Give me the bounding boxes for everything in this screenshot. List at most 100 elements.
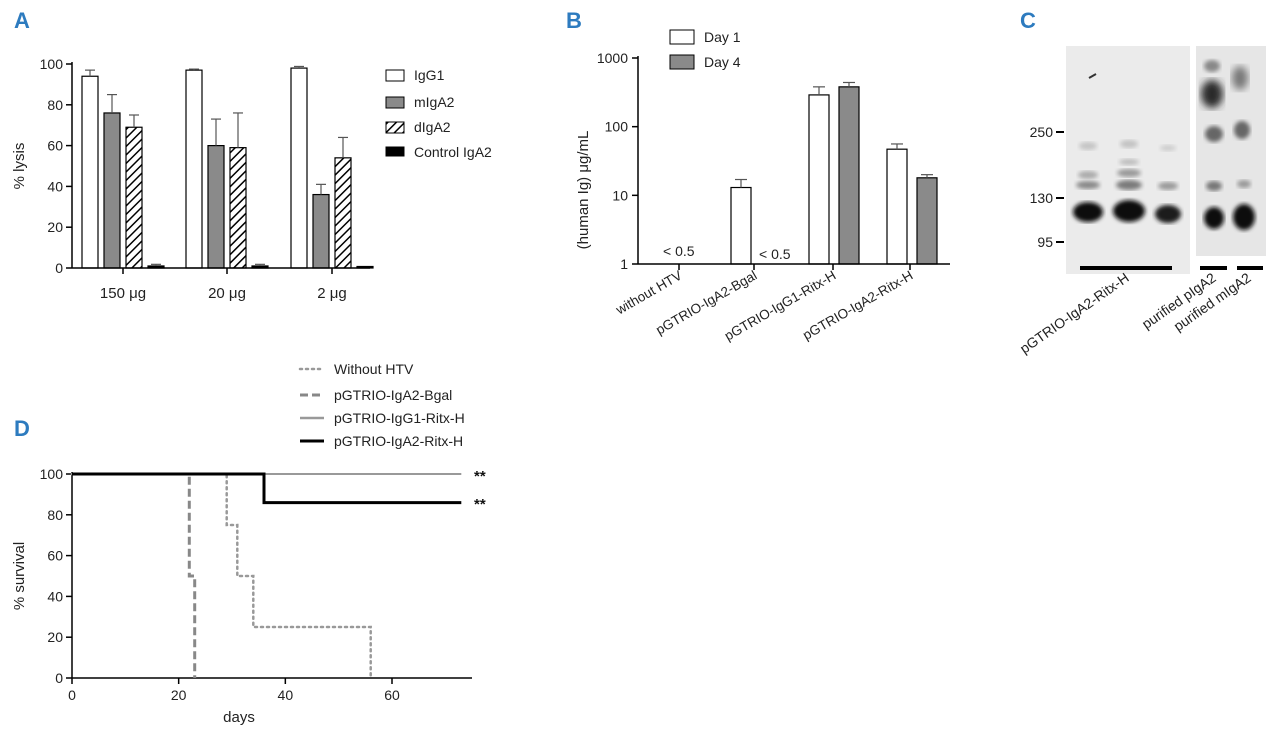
survival-line-without-htv (70, 472, 372, 680)
bar-miga2 (312, 193, 330, 269)
survival-line-pgtrio-iga2-bgal (72, 472, 197, 678)
y-tick-label: 100 (40, 56, 64, 72)
legend-swatch-igg1 (385, 69, 405, 82)
x-tick-label: 2 μg (317, 285, 347, 302)
legend-label-iga2-bgal: pGTRIO-IgA2-Bgal (334, 387, 452, 403)
annotation-below-detection-1: < 0.5 (663, 243, 695, 259)
blot-band (1119, 159, 1139, 165)
panel-a-legend: IgG1 mIgA2 dIgA2 Control IgA2 (385, 67, 492, 160)
blot-band (1079, 142, 1097, 150)
y-tick-label: 40 (47, 588, 63, 604)
y-tick-label: 100 (605, 119, 629, 135)
blot-band (1233, 204, 1255, 230)
legend-label-igg1-ritx: pGTRIO-IgG1-Ritx-H (334, 410, 465, 426)
bar-miga2 (103, 112, 121, 269)
y-tick-label: 1000 (597, 50, 628, 66)
y-tick-label: 40 (47, 178, 63, 194)
y-tick-label: 10 (612, 187, 628, 203)
blot-band (1116, 180, 1142, 190)
lane-label-ritx: pGTRIO-IgA2-Ritx-H (1017, 269, 1132, 356)
panel-a-bar-chart: % lysis 0 20 40 60 80 100 150 μg 20 μg 2 μg IgG1… (11, 56, 492, 302)
bar-igg1 (290, 67, 308, 269)
y-tick-label: 60 (47, 548, 63, 564)
blot-artifact (1088, 73, 1097, 79)
y-tick-label: 0 (55, 260, 63, 276)
bar-day-4 (838, 86, 860, 265)
blot-band (1205, 126, 1223, 142)
panel-d-y-label: % survival (11, 542, 28, 610)
legend-swatch-control-iga2 (385, 146, 405, 157)
panel-letter-d: D (14, 416, 30, 441)
blot-band (1237, 180, 1251, 188)
blot-lane-2 (1113, 140, 1145, 222)
blot-band (1078, 171, 1098, 179)
bar-igg1 (185, 69, 203, 269)
blot-band (1158, 182, 1178, 190)
panel-letter-b: B (566, 8, 582, 33)
legend-swatch-day4 (669, 54, 695, 70)
blot-band (1160, 145, 1176, 151)
blot-lane-mIgA2 (1232, 66, 1255, 230)
blot-band (1117, 169, 1141, 177)
y-tick-label: 0 (55, 670, 63, 686)
significance-igg1: ** (474, 468, 486, 485)
panel-letter-c: C (1020, 8, 1036, 33)
panel-letter-a: A (14, 8, 30, 33)
marker-label-95: 95 (1037, 234, 1053, 250)
legend-swatch-digA2 (385, 121, 405, 134)
bar-day-1 (730, 186, 752, 265)
bar-miga2 (207, 145, 225, 269)
legend-label-digA2: dIgA2 (414, 119, 451, 135)
panel-a-y-label: % lysis (11, 143, 28, 190)
blot-band (1204, 60, 1220, 72)
legend-label-day1: Day 1 (704, 29, 741, 45)
blot-lane-1 (1073, 142, 1103, 222)
legend-label-migA2: mIgA2 (414, 94, 455, 110)
panel-b-y-label: (human Ig) μg/mL (575, 131, 592, 250)
legend-swatch-migA2 (385, 96, 405, 109)
legend-swatch-day1 (669, 29, 695, 45)
bar-day-1 (886, 148, 908, 265)
blot-band (1076, 181, 1100, 189)
y-tick-label: 80 (47, 507, 63, 523)
panel-d-legend: Without HTV pGTRIO-IgA2-Bgal pGTRIO-IgG1… (298, 361, 465, 449)
x-tick-label: 60 (384, 687, 400, 703)
bar-igg1 (81, 75, 99, 269)
legend-label-igg1: IgG1 (414, 67, 445, 83)
y-tick-label: 60 (47, 138, 63, 154)
panel-d-survival-chart: % survival days 0 20 40 60 80 100 0 20 40 60 ** *… (11, 361, 486, 726)
blot-band (1120, 140, 1138, 148)
y-tick-label: 100 (40, 466, 64, 482)
blot-band (1113, 200, 1145, 222)
blot-band (1206, 181, 1222, 191)
y-tick-label: 80 (47, 97, 63, 113)
legend-label-without-htv: Without HTV (334, 361, 414, 377)
blot-band (1234, 121, 1250, 139)
blot-band (1232, 66, 1248, 90)
blot-lane-3 (1155, 145, 1181, 223)
bar-diga2 (229, 147, 247, 269)
y-tick-label: 20 (47, 629, 63, 645)
legend-label-control-iga2: Control IgA2 (414, 144, 492, 160)
marker-label-250: 250 (1030, 124, 1054, 140)
bar-day-4 (916, 177, 938, 265)
panel-b-legend: Day 1 Day 4 (669, 29, 741, 70)
blot-band (1155, 205, 1181, 223)
bar-day-1 (808, 94, 830, 265)
legend-label-day4: Day 4 (704, 54, 741, 70)
y-tick-label: 20 (47, 219, 63, 235)
x-tick-label: 20 (171, 687, 187, 703)
survival-line-pgtrio-iga2-ritx-h (72, 472, 462, 505)
panel-c-western-blot: 250 130 95 pGTRIO-IgA2-Ritx-H purified p… (1017, 46, 1266, 357)
y-tick-label: 1 (620, 256, 628, 272)
annotation-below-detection-2: < 0.5 (759, 246, 791, 262)
legend-label-iga2-ritx: pGTRIO-IgA2-Ritx-H (334, 433, 463, 449)
panel-d-x-label: days (223, 709, 255, 726)
blot-lane-pIgA2 (1201, 60, 1224, 229)
x-tick-label: without HTV (612, 268, 684, 318)
blot-band (1073, 202, 1103, 222)
blot-band (1204, 207, 1224, 229)
blot-band (1201, 80, 1223, 108)
